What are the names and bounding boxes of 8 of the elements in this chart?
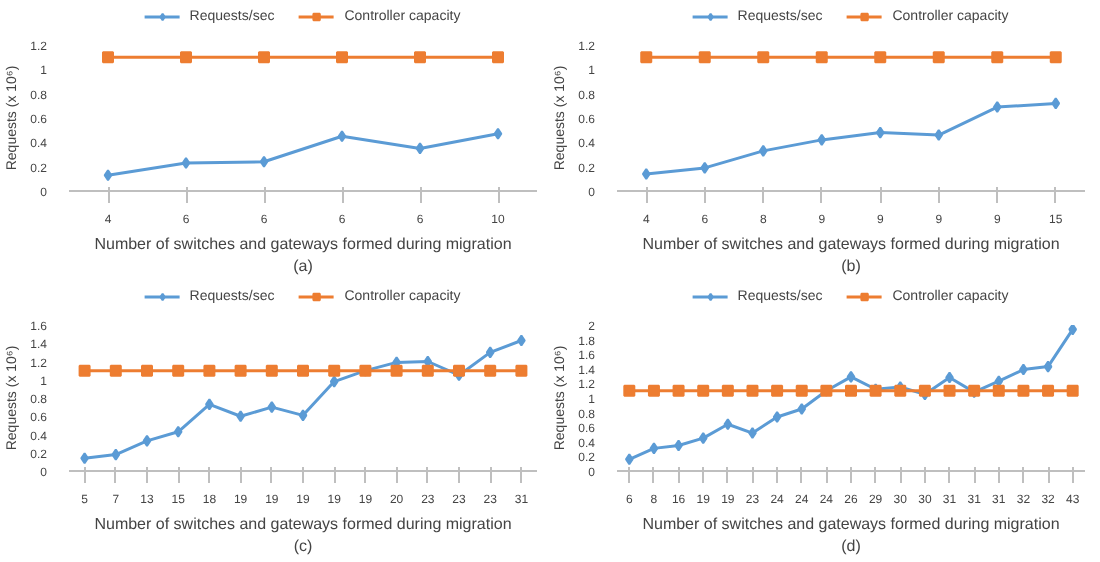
text: (c) <box>293 536 313 555</box>
x-axis-title: Number of switches and gateways formed during migration <box>642 235 1060 253</box>
x-axis-title: Number of switches and gateways formed during migration <box>94 515 512 533</box>
text: (d) <box>841 536 862 555</box>
text: (b) <box>841 256 862 275</box>
x-axis-title: Number of switches and gateways formed during migration <box>94 235 512 253</box>
text: (a) <box>293 256 314 275</box>
x-axis-title: Number of switches and gateways formed during migration <box>642 515 1060 533</box>
